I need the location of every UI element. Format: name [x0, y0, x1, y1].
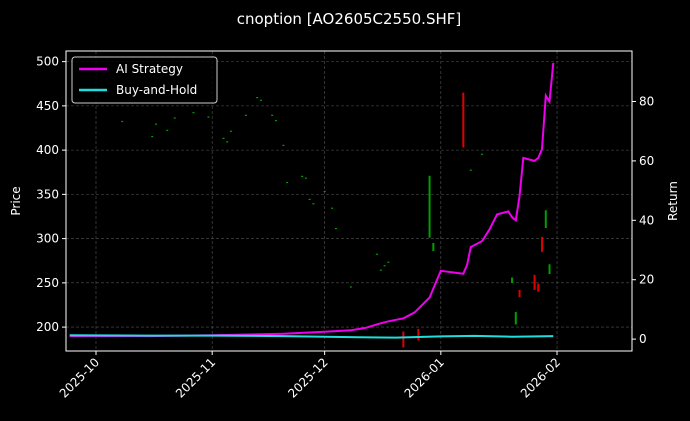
x-tick-label: 2025-12 — [285, 355, 330, 400]
candle — [312, 203, 315, 205]
y-tick-label: 450 — [36, 99, 59, 113]
candle — [282, 144, 285, 147]
legend-box — [71, 56, 218, 104]
candle — [518, 289, 521, 298]
candle — [481, 153, 484, 155]
candle — [432, 243, 435, 251]
y2-axis-label: Return — [666, 181, 680, 221]
y2-tick-label: 80 — [639, 94, 654, 108]
candle — [256, 97, 259, 99]
candle — [154, 123, 157, 125]
return-line — [69, 62, 555, 338]
y2-tick-label: 40 — [639, 213, 654, 227]
candle — [402, 331, 405, 348]
candle — [417, 328, 420, 341]
x-tick-label: 2026-02 — [518, 355, 563, 400]
candle — [514, 312, 517, 325]
y-tick-label: 400 — [36, 143, 59, 157]
candle — [537, 283, 540, 292]
y-axis-label: Price — [9, 186, 23, 215]
candle — [121, 120, 124, 123]
candle — [462, 92, 465, 148]
candle — [334, 227, 337, 230]
candle — [151, 135, 154, 138]
candle — [511, 277, 514, 283]
candle — [166, 129, 169, 131]
plot-frame — [65, 50, 633, 352]
y-tick-label: 200 — [36, 320, 59, 334]
candle — [331, 207, 334, 209]
candle — [544, 210, 547, 228]
candle — [379, 269, 382, 271]
x-tick-label: 2026-01 — [402, 355, 447, 400]
candle — [222, 137, 225, 139]
candle — [173, 117, 176, 119]
y-tick-label: 250 — [36, 276, 59, 290]
y2-tick-label: 20 — [639, 273, 654, 287]
x-tick-label: 2025-10 — [57, 355, 102, 400]
candle — [376, 253, 379, 255]
y2-tick-label: 0 — [639, 332, 647, 346]
candle — [469, 169, 472, 171]
candle — [271, 114, 274, 116]
y-tick-label: 500 — [36, 55, 59, 69]
return-line — [69, 334, 554, 339]
chart-title: cnoption [AO2605C2550.SHF] — [237, 10, 461, 28]
candle — [323, 190, 326, 193]
candle — [207, 116, 210, 118]
candle — [229, 130, 232, 132]
candle — [383, 265, 386, 267]
candle — [304, 177, 307, 179]
candle — [548, 264, 551, 275]
candle — [301, 175, 304, 177]
y-tick-label: 350 — [36, 187, 59, 201]
candle — [226, 141, 229, 143]
legend-label: AI Strategy — [116, 62, 183, 76]
candle — [244, 114, 247, 116]
candle — [428, 175, 431, 238]
candle — [541, 236, 544, 252]
candle — [286, 181, 289, 184]
legend-label: Buy-and-Hold — [116, 83, 197, 97]
candle — [192, 112, 195, 114]
candle — [387, 261, 390, 263]
candle — [308, 198, 311, 200]
candle — [349, 286, 352, 288]
candle — [274, 120, 277, 122]
candle — [533, 274, 536, 290]
candle — [259, 99, 262, 101]
y-tick-label: 300 — [36, 232, 59, 246]
legend: AI Strategy Buy-and-Hold — [71, 56, 218, 104]
x-tick-label: 2025-11 — [173, 355, 218, 400]
y2-tick-label: 60 — [639, 154, 654, 168]
